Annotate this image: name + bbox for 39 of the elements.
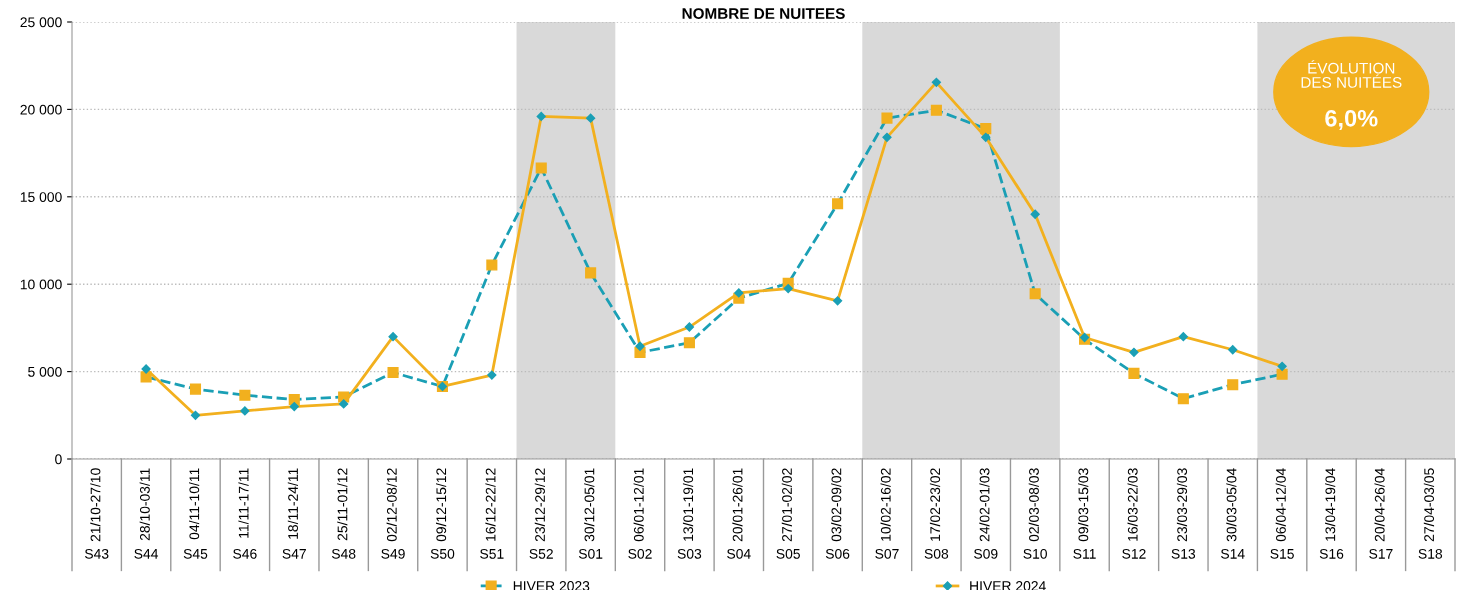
x-tick-label: 28/10-03/11 S44 (134, 468, 159, 559)
legend-label: HIVER 2024 (970, 581, 1046, 590)
x-tick-label: 25/11-01/12 S48 (331, 468, 356, 559)
x-tick-label: 02/12-08/12 S49 (381, 468, 405, 559)
legend-label: HIVER 2023 (513, 581, 590, 590)
x-tick-label: 02/03-08/03 S10 (1023, 468, 1047, 559)
y-tick-label: 20 000 (20, 104, 62, 115)
x-tick-label: 09/03-15/03 S11 (1073, 468, 1096, 559)
x-tick-label: 27/01-02/02 S05 (776, 468, 800, 559)
x-tick-label: 09/12-15/12 S50 (430, 468, 455, 559)
x-tick-label: 18/11-24/11 S47 (282, 468, 306, 559)
annotation: 6,0% (1325, 109, 1378, 131)
y-tick-label: 5 000 (28, 366, 62, 377)
x-tick-label: 16/03-22/03 S12 (1122, 468, 1146, 559)
y-tick-label: 10 000 (20, 279, 62, 290)
x-tick-label: 13/01-19/01 S03 (677, 468, 702, 559)
x-tick-label: 20/01-26/01 S04 (727, 468, 751, 559)
x-tick-label: 17/02-23/02 S08 (924, 468, 949, 559)
x-tick-label: 04/11-10/11 S45 (183, 468, 208, 559)
x-tick-label: 11/11-17/11 S46 (233, 468, 257, 559)
x-tick-label: 30/12-05/01 S01 (578, 468, 603, 559)
x-tick-label: 24/02-01/03 S09 (974, 468, 998, 559)
chart-title: NOMBRE DE NUITEES (682, 8, 845, 19)
x-tick-label: 13/04-19/04 S16 (1319, 468, 1344, 559)
x-tick-label: 23/12-29/12 S52 (529, 468, 553, 559)
y-tick-label: 25 000 (20, 17, 62, 28)
y-tick-label: 15 000 (20, 192, 62, 202)
x-tick-label: 27/04-03/05 S18 (1418, 468, 1443, 559)
x-tick-label: 06/04-12/04 S15 (1270, 468, 1294, 559)
x-tick-label: 10/02-16/02 S07 (875, 468, 899, 559)
x-tick-label: 21/10-27/10 S43 (84, 468, 109, 559)
x-tick-label: 20/04-26/04 S17 (1369, 468, 1393, 559)
x-tick-label: 06/01-12/01 S02 (628, 468, 652, 559)
x-tick-label: 03/02-09/02 S06 (825, 468, 850, 559)
x-tick-label: 30/03-05/04 S14 (1221, 468, 1245, 559)
x-tick-label: 16/12-22/12 S51 (480, 468, 504, 559)
annotation: ÉVOLUTION DES NUITÉES (1301, 60, 1402, 88)
x-tick-label: 23/03-29/03 S13 (1171, 468, 1196, 559)
y-tick-label: 0 (55, 454, 62, 465)
